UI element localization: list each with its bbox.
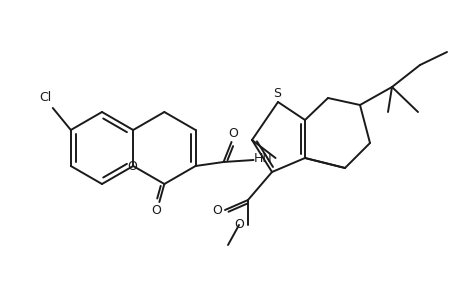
Text: O: O: [228, 127, 238, 140]
Text: S: S: [272, 86, 280, 100]
Text: O: O: [234, 218, 243, 232]
Text: O: O: [212, 205, 221, 218]
Text: Cl: Cl: [39, 91, 52, 103]
Text: O: O: [127, 160, 137, 172]
Text: HN: HN: [254, 152, 272, 164]
Text: O: O: [151, 205, 161, 218]
